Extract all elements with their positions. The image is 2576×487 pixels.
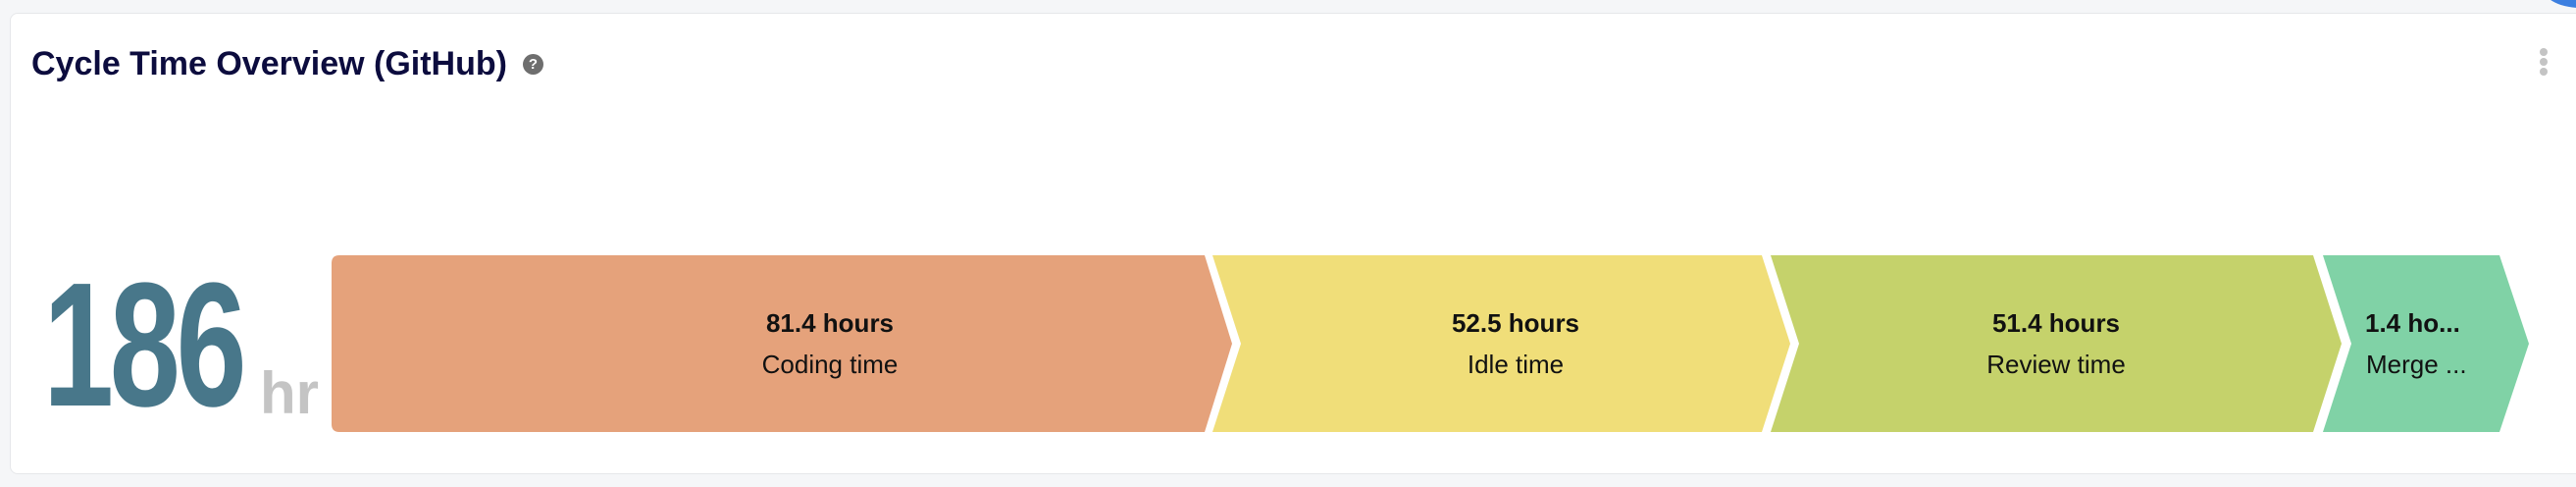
total-unit: hr <box>260 360 319 426</box>
stage-label: Merge ... <box>2366 350 2467 379</box>
stage-value: 81.4 hours <box>766 308 894 338</box>
stage-label: Idle time <box>1468 350 1564 379</box>
vertical-ellipsis-icon[interactable] <box>2537 48 2550 78</box>
stage-review[interactable]: 51.4 hours Review time <box>1771 255 2342 432</box>
stage-shape <box>332 255 1232 432</box>
stage-label: Review time <box>1986 350 2126 379</box>
widget-header: Cycle Time Overview (GitHub) ? <box>31 44 543 83</box>
stage-value: 52.5 hours <box>1452 308 1579 338</box>
stage-shape <box>1212 255 1790 432</box>
stage-value: 1.4 ho... <box>2365 308 2460 338</box>
stage-shape <box>1771 255 2342 432</box>
stage-value: 51.4 hours <box>1992 308 2120 338</box>
stage-idle[interactable]: 52.5 hours Idle time <box>1212 255 1790 432</box>
total-cycle-time: 186 <box>43 246 247 444</box>
stage-shape <box>2323 255 2529 432</box>
stage-coding[interactable]: 81.4 hours Coding time <box>332 255 1232 432</box>
stage-label: Coding time <box>762 350 899 379</box>
question-circle-icon[interactable]: ? <box>522 53 543 75</box>
stage-merge[interactable]: 1.4 ho... Merge ... <box>2323 255 2529 432</box>
floating-button-edge <box>2541 0 2576 8</box>
widget-title: Cycle Time Overview (GitHub) <box>31 45 507 82</box>
